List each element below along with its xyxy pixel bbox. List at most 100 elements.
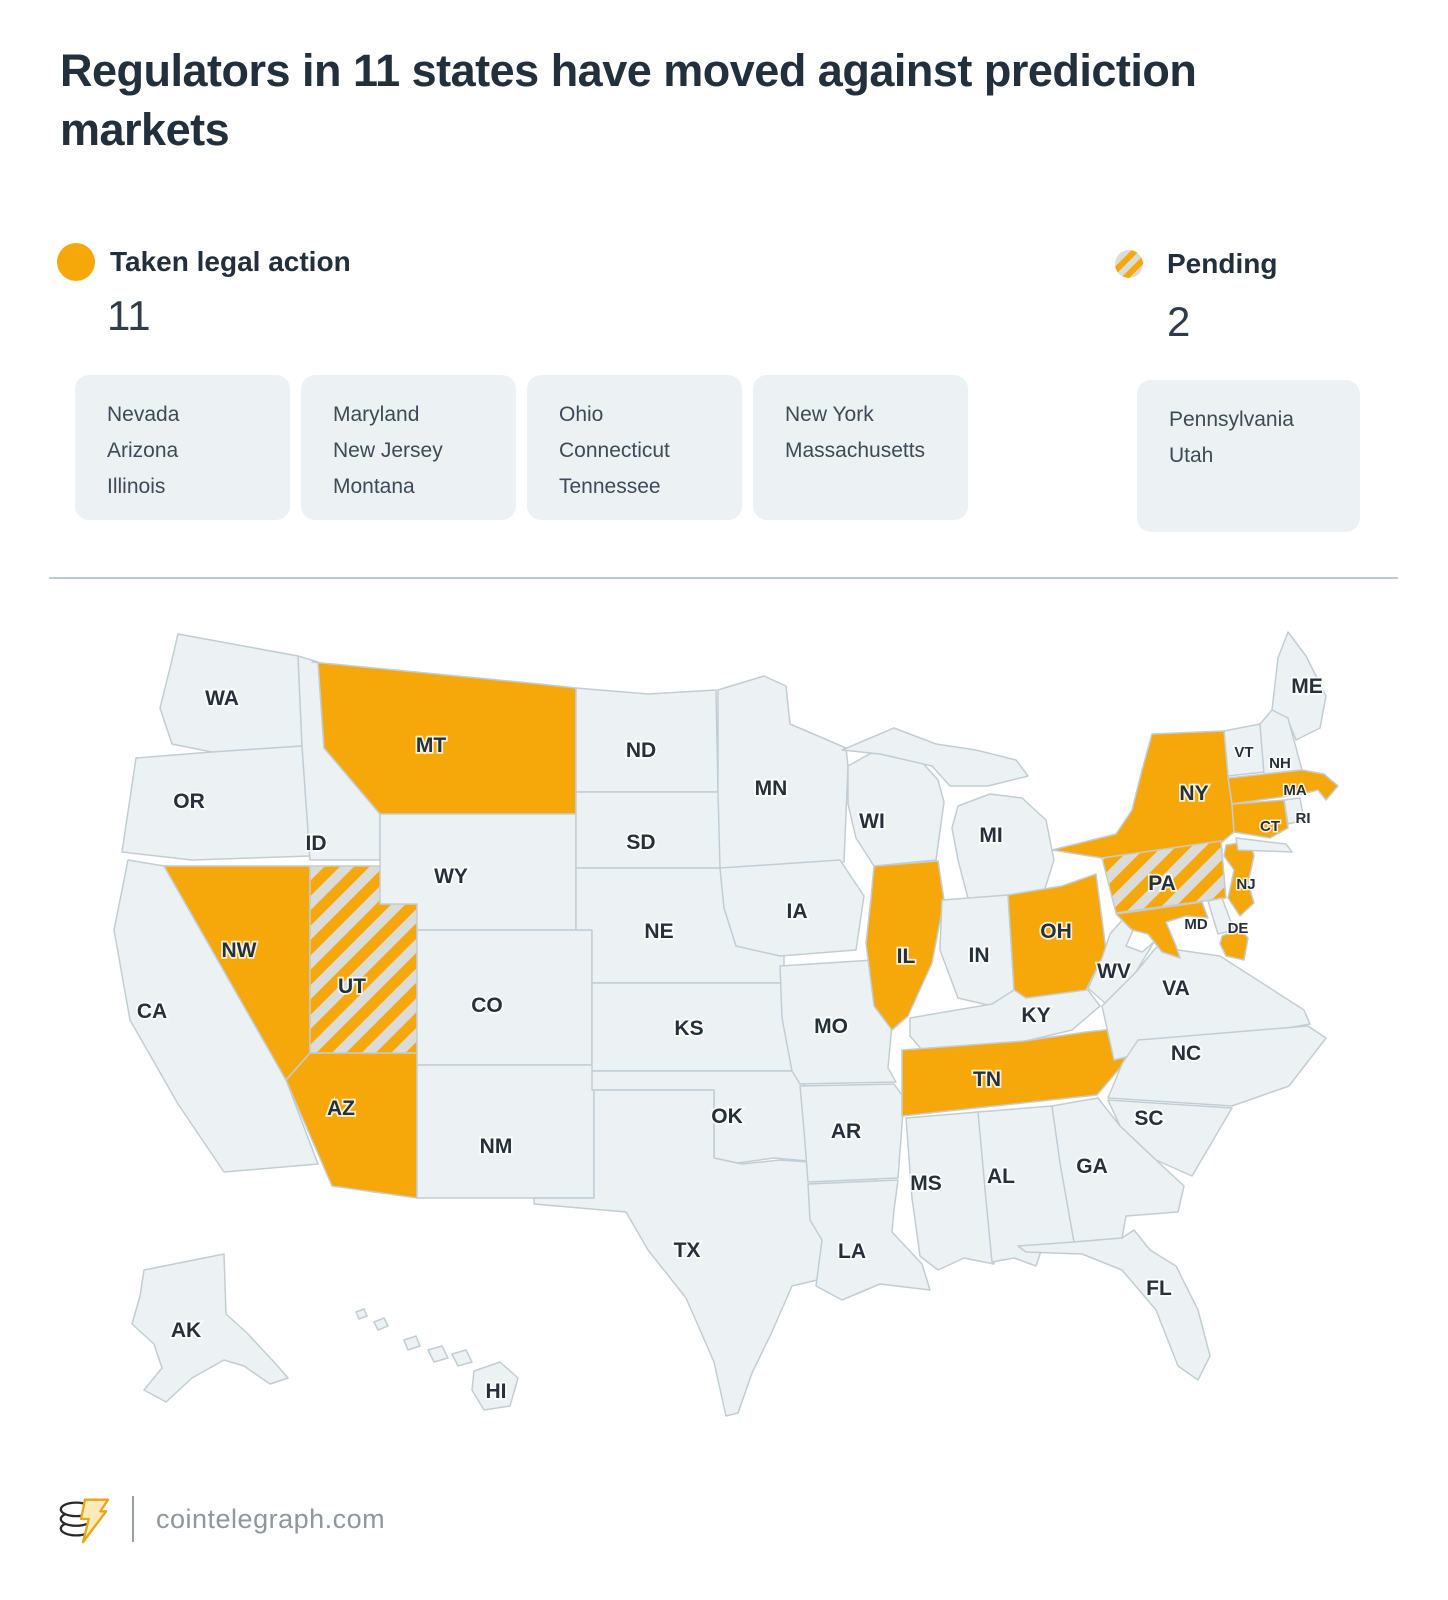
state-IL [865,860,945,1031]
state-OR [121,745,311,861]
state-HI [355,1308,368,1320]
state-label-ND: ND [626,739,656,762]
state-HI [427,1345,449,1363]
state-label-HI: HI [486,1380,507,1403]
state-HI [471,1361,519,1411]
state-label-GA: GA [1076,1155,1108,1178]
state-FL [1017,1229,1211,1381]
state-label-WA: WA [205,687,239,710]
state-label-MT: MT [416,734,446,757]
state-label-AL: AL [987,1165,1015,1188]
us-map-svg: WA OR CA ID NW UT AZ MT WY CO NM ND SD NE KS OK TX MN IA MO… [113,631,1339,1417]
state-HI [373,1317,389,1331]
state-TX [533,1089,883,1417]
state-label-NC: NC [1171,1042,1201,1065]
state-name: Illinois [107,475,166,498]
state-label-WY: WY [434,865,468,888]
state-label-WV: WV [1097,960,1131,983]
us-map: WA OR CA ID NW UT AZ MT WY CO NM ND SD NE KS OK TX MN IA MO… [74,598,1374,1458]
state-label-NY: NY [1179,782,1208,805]
page-title: Regulators in 11 states have moved again… [60,45,1197,155]
state-AZ [285,1052,418,1199]
pending-state-box: Pennsylvania Utah [1137,380,1360,532]
section-divider [49,577,1398,579]
state-CT [1231,799,1289,839]
state-label-PA: PA [1148,872,1176,895]
state-label-CT: CT [1260,818,1280,835]
state-label-AZ: AZ [327,1097,355,1120]
legal-state-boxes: Nevada Arizona Illinois Maryland New Jersey M… [75,375,968,520]
state-name: New York [785,403,874,426]
state-KY [909,989,1101,1051]
state-LA [807,1179,931,1301]
state-NH [1259,709,1303,775]
long-island [1235,837,1293,853]
state-label-DE: DE [1228,920,1249,937]
site-label: cointelegraph.com [156,1503,386,1534]
state-label-IL: IL [897,945,916,968]
state-SD [575,791,727,869]
state-label-AK: AK [171,1319,201,1342]
state-ND [575,687,719,793]
state-label-OR: OR [173,790,205,813]
state-label-OK: OK [711,1105,743,1128]
state-label-AR: AR [831,1120,861,1143]
state-label-IA: IA [787,900,808,923]
legend-pending: Pending [1115,248,1277,280]
state-label-UT: UT [338,975,366,998]
state-NM [416,1064,595,1199]
state-MD [1219,928,1249,961]
footer-divider [132,1496,134,1542]
state-HI [403,1335,421,1351]
state-label-MN: MN [755,777,788,800]
state-NC [1107,1025,1327,1107]
state-label-VA: VA [1162,977,1190,1000]
state-name: Utah [1169,444,1214,467]
state-label-OH: OH [1040,920,1072,943]
state-label-MA: MA [1283,782,1306,799]
state-name: Ohio [559,403,604,426]
legend-pending-label: Pending [1167,248,1278,279]
state-label-KS: KS [674,1017,703,1040]
state-label-NM: NM [480,1135,513,1158]
pending-count: 2 [1167,298,1191,345]
state-label-FL: FL [1146,1277,1172,1300]
state-name: Tennessee [559,475,661,498]
state-label-NH: NH [1269,755,1291,772]
state-label-KY: KY [1021,1004,1050,1027]
state-label-ID: ID [306,832,327,855]
legal-state-box: Ohio Connecticut Tennessee [527,375,742,520]
state-label-LA: LA [838,1240,866,1263]
legend-taken-legal-action: Taken legal action [57,243,351,281]
state-name: Nevada [107,403,180,426]
state-HI [451,1349,473,1367]
state-label-VT: VT [1234,744,1253,761]
state-label-TX: TX [674,1239,701,1262]
state-name: Arizona [107,439,179,462]
footer: cointelegraph.com [56,1492,385,1546]
state-label-CA: CA [137,1000,167,1023]
cointelegraph-logo-icon [59,1498,110,1544]
state-label-TN: TN [973,1068,1001,1091]
state-label-SD: SD [626,831,655,854]
state-PA [1101,840,1227,914]
state-label-NJ: NJ [1236,876,1255,893]
legal-state-box: Maryland New Jersey Montana [301,375,516,520]
legal-state-box: Nevada Arizona Illinois [75,375,290,520]
legal-action-count: 11 [107,292,151,339]
state-MD [1115,901,1209,959]
state-MN [717,675,849,869]
state-name: Massachusetts [785,439,926,462]
state-IA [719,859,865,957]
state-label-WI: WI [859,810,885,833]
state-SC [1107,1099,1233,1177]
state-label-CO: CO [471,994,503,1017]
legal-state-box: New York Massachusetts [753,375,968,520]
pending-striped-dot-icon [1115,250,1143,278]
state-GA [1051,1097,1185,1243]
state-label-MI: MI [979,824,1002,847]
state-MA [1227,769,1339,805]
state-label-MD: MD [1184,916,1207,933]
legend-legal-label: Taken legal action [110,246,351,277]
